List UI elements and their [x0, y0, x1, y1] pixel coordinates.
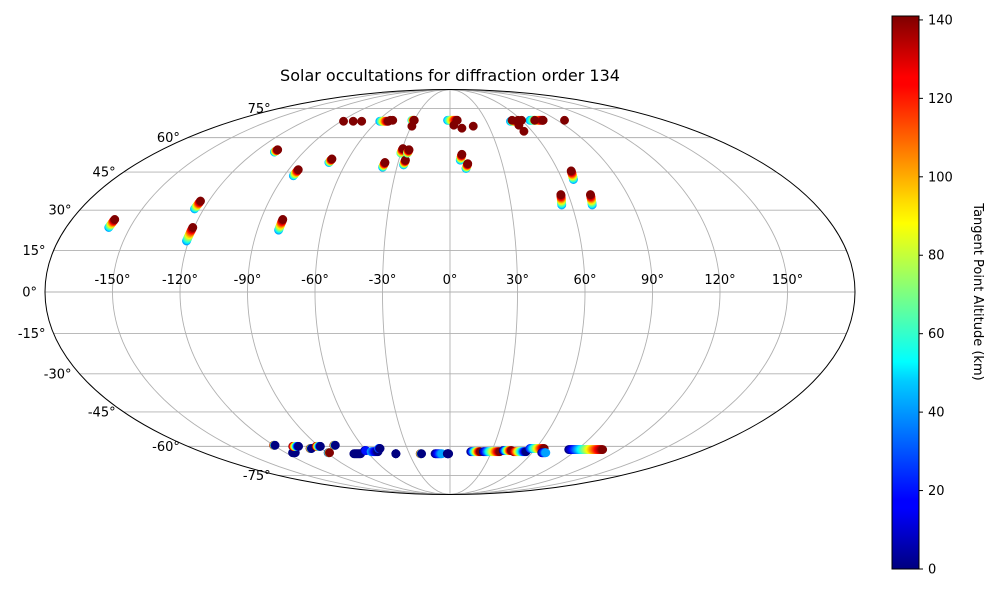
occultation-point	[388, 115, 398, 125]
colorbar-ticks: 0 20 40 60 80 100 120 140	[919, 13, 953, 578]
y-tick-label: 75°	[248, 102, 271, 117]
y-tick-label: 0°	[22, 286, 37, 301]
meridian-line	[314, 89, 451, 495]
y-tick-label: -15°	[18, 327, 46, 342]
occultation-point	[327, 154, 337, 164]
occultation-point	[468, 121, 478, 131]
colorbar-tick-label: 0	[928, 563, 936, 578]
occultation-point	[294, 441, 304, 451]
occultation-point	[598, 445, 608, 455]
occultation-point	[188, 223, 198, 232]
meridian-line	[112, 89, 451, 495]
occultation-point	[417, 449, 427, 459]
occultation-point	[541, 448, 551, 458]
y-tick-label: 15°	[23, 244, 46, 259]
occultation-point	[357, 116, 367, 126]
occultation-point	[278, 215, 288, 224]
y-tick-label: -75°	[243, 469, 271, 484]
occultation-point	[463, 159, 473, 169]
occultation-point	[556, 190, 566, 200]
x-tick-label: -60°	[301, 273, 329, 288]
occultation-point	[538, 115, 548, 125]
meridian-line	[449, 89, 518, 495]
colorbar-tick-label: 140	[928, 13, 953, 28]
occultation-point	[404, 145, 414, 155]
chart-title: Solar occultations for diffraction order…	[280, 66, 620, 85]
colorbar-tick-label: 100	[928, 170, 953, 185]
occultation-point	[330, 440, 340, 450]
occultation-point	[391, 449, 401, 459]
colorbar-label: Tangent Point Altitude (km)	[970, 202, 985, 380]
occultation-point	[375, 444, 385, 453]
occultation-point	[517, 115, 527, 125]
meridian-line	[449, 89, 721, 495]
x-tick-label: -90°	[234, 273, 262, 288]
x-tick-label: 150°	[772, 273, 803, 288]
occultation-point	[196, 196, 205, 206]
occultation-point	[457, 123, 467, 133]
x-tick-label: 60°	[573, 273, 596, 288]
occultation-point	[273, 145, 283, 155]
longitude-tick-labels: -150° -120° -90° -60° -30° 0° 30° 60° 90° 120° 150…	[94, 273, 803, 288]
y-tick-label: -60°	[152, 440, 180, 455]
occultation-point	[270, 440, 280, 450]
meridian-line	[449, 89, 788, 495]
colorbar-gradient	[891, 15, 920, 570]
occultation-point	[325, 448, 334, 458]
occultation-point	[519, 126, 529, 136]
colorbar-tick-label: 80	[928, 249, 945, 264]
colorbar: 0 20 40 60 80 100 120 140 Tangent Point Altitud…	[891, 13, 985, 578]
occultation-point	[444, 449, 454, 459]
x-tick-label: 90°	[641, 273, 664, 288]
occultation-point	[380, 158, 390, 167]
occultation-point	[110, 215, 120, 224]
occultation-point	[566, 166, 576, 176]
x-tick-label: 0°	[443, 273, 458, 288]
y-tick-label: -45°	[88, 405, 116, 420]
y-tick-label: 30°	[48, 204, 71, 219]
occultation-point	[407, 121, 417, 131]
y-tick-label: -30°	[44, 367, 72, 382]
colorbar-tick-label: 60	[928, 327, 945, 342]
occultation-point	[530, 115, 540, 125]
latitude-tick-labels: -75° -60° -45° -30° -15° 0° 15° 30° 45° 60° 75°	[18, 102, 271, 484]
map-boundary	[44, 89, 856, 495]
graticule-grid	[45, 89, 855, 495]
meridian-line	[382, 89, 451, 495]
occultation-point	[293, 165, 303, 175]
x-tick-label: 120°	[704, 273, 735, 288]
x-tick-label: -150°	[94, 273, 130, 288]
x-tick-label: -30°	[369, 273, 397, 288]
occultation-points	[104, 115, 608, 459]
colorbar-tick-label: 40	[928, 406, 945, 421]
colorbar-tick-label: 120	[928, 92, 953, 107]
colorbar-tick-label: 20	[928, 484, 945, 499]
occultation-point	[457, 149, 467, 159]
occultation-point	[560, 115, 569, 125]
x-tick-label: -120°	[162, 273, 198, 288]
occultation-point	[452, 115, 462, 125]
occultation-point	[586, 190, 595, 200]
occultation-point	[348, 116, 358, 126]
occultation-point	[339, 116, 348, 126]
x-tick-label: 30°	[506, 273, 529, 288]
y-tick-label: 45°	[93, 166, 116, 181]
occultation-point	[315, 441, 325, 451]
y-tick-label: 60°	[157, 131, 180, 146]
